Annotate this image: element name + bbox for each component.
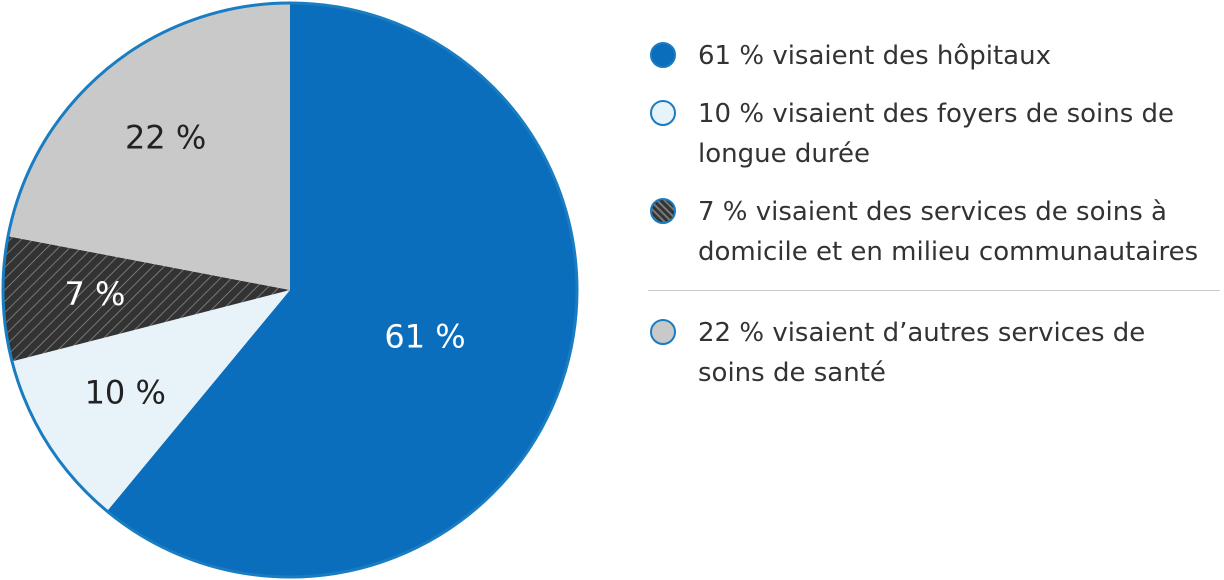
slice-label: 22 % — [125, 119, 206, 157]
legend-marker — [650, 100, 676, 126]
legend-item: 22 % visaient d’autres services de soins… — [648, 290, 1220, 393]
pie-slice — [12, 290, 291, 512]
legend: 61 % visaient des hôpitaux 10 % visaient … — [648, 36, 1220, 411]
pie-slice — [107, 3, 577, 577]
slice-label: 61 % — [384, 318, 465, 356]
legend-marker — [650, 42, 676, 68]
pie-slice — [2, 236, 291, 362]
legend-item: 10 % visaient des foyers de soins de lon… — [648, 94, 1220, 174]
legend-marker — [650, 198, 676, 224]
legend-item: 7 % visaient des services de soins à dom… — [648, 192, 1220, 272]
legend-label: 61 % visaient des hôpitaux — [698, 41, 1051, 71]
legend-marker — [650, 319, 676, 345]
slice-label: 10 % — [85, 374, 166, 412]
legend-label: 7 % visaient des services de soins à dom… — [698, 197, 1199, 267]
pie-area: 61 % 10 % 7 % 22 % — [1, 1, 579, 579]
slice-label: 7 % — [64, 275, 125, 313]
legend-item: 61 % visaient des hôpitaux — [648, 36, 1220, 76]
legend-label: 22 % visaient d’autres services de soins… — [698, 318, 1146, 388]
pie-slice — [8, 3, 291, 290]
legend-label: 10 % visaient des foyers de soins de lon… — [698, 99, 1175, 169]
pie-border — [1, 1, 579, 579]
